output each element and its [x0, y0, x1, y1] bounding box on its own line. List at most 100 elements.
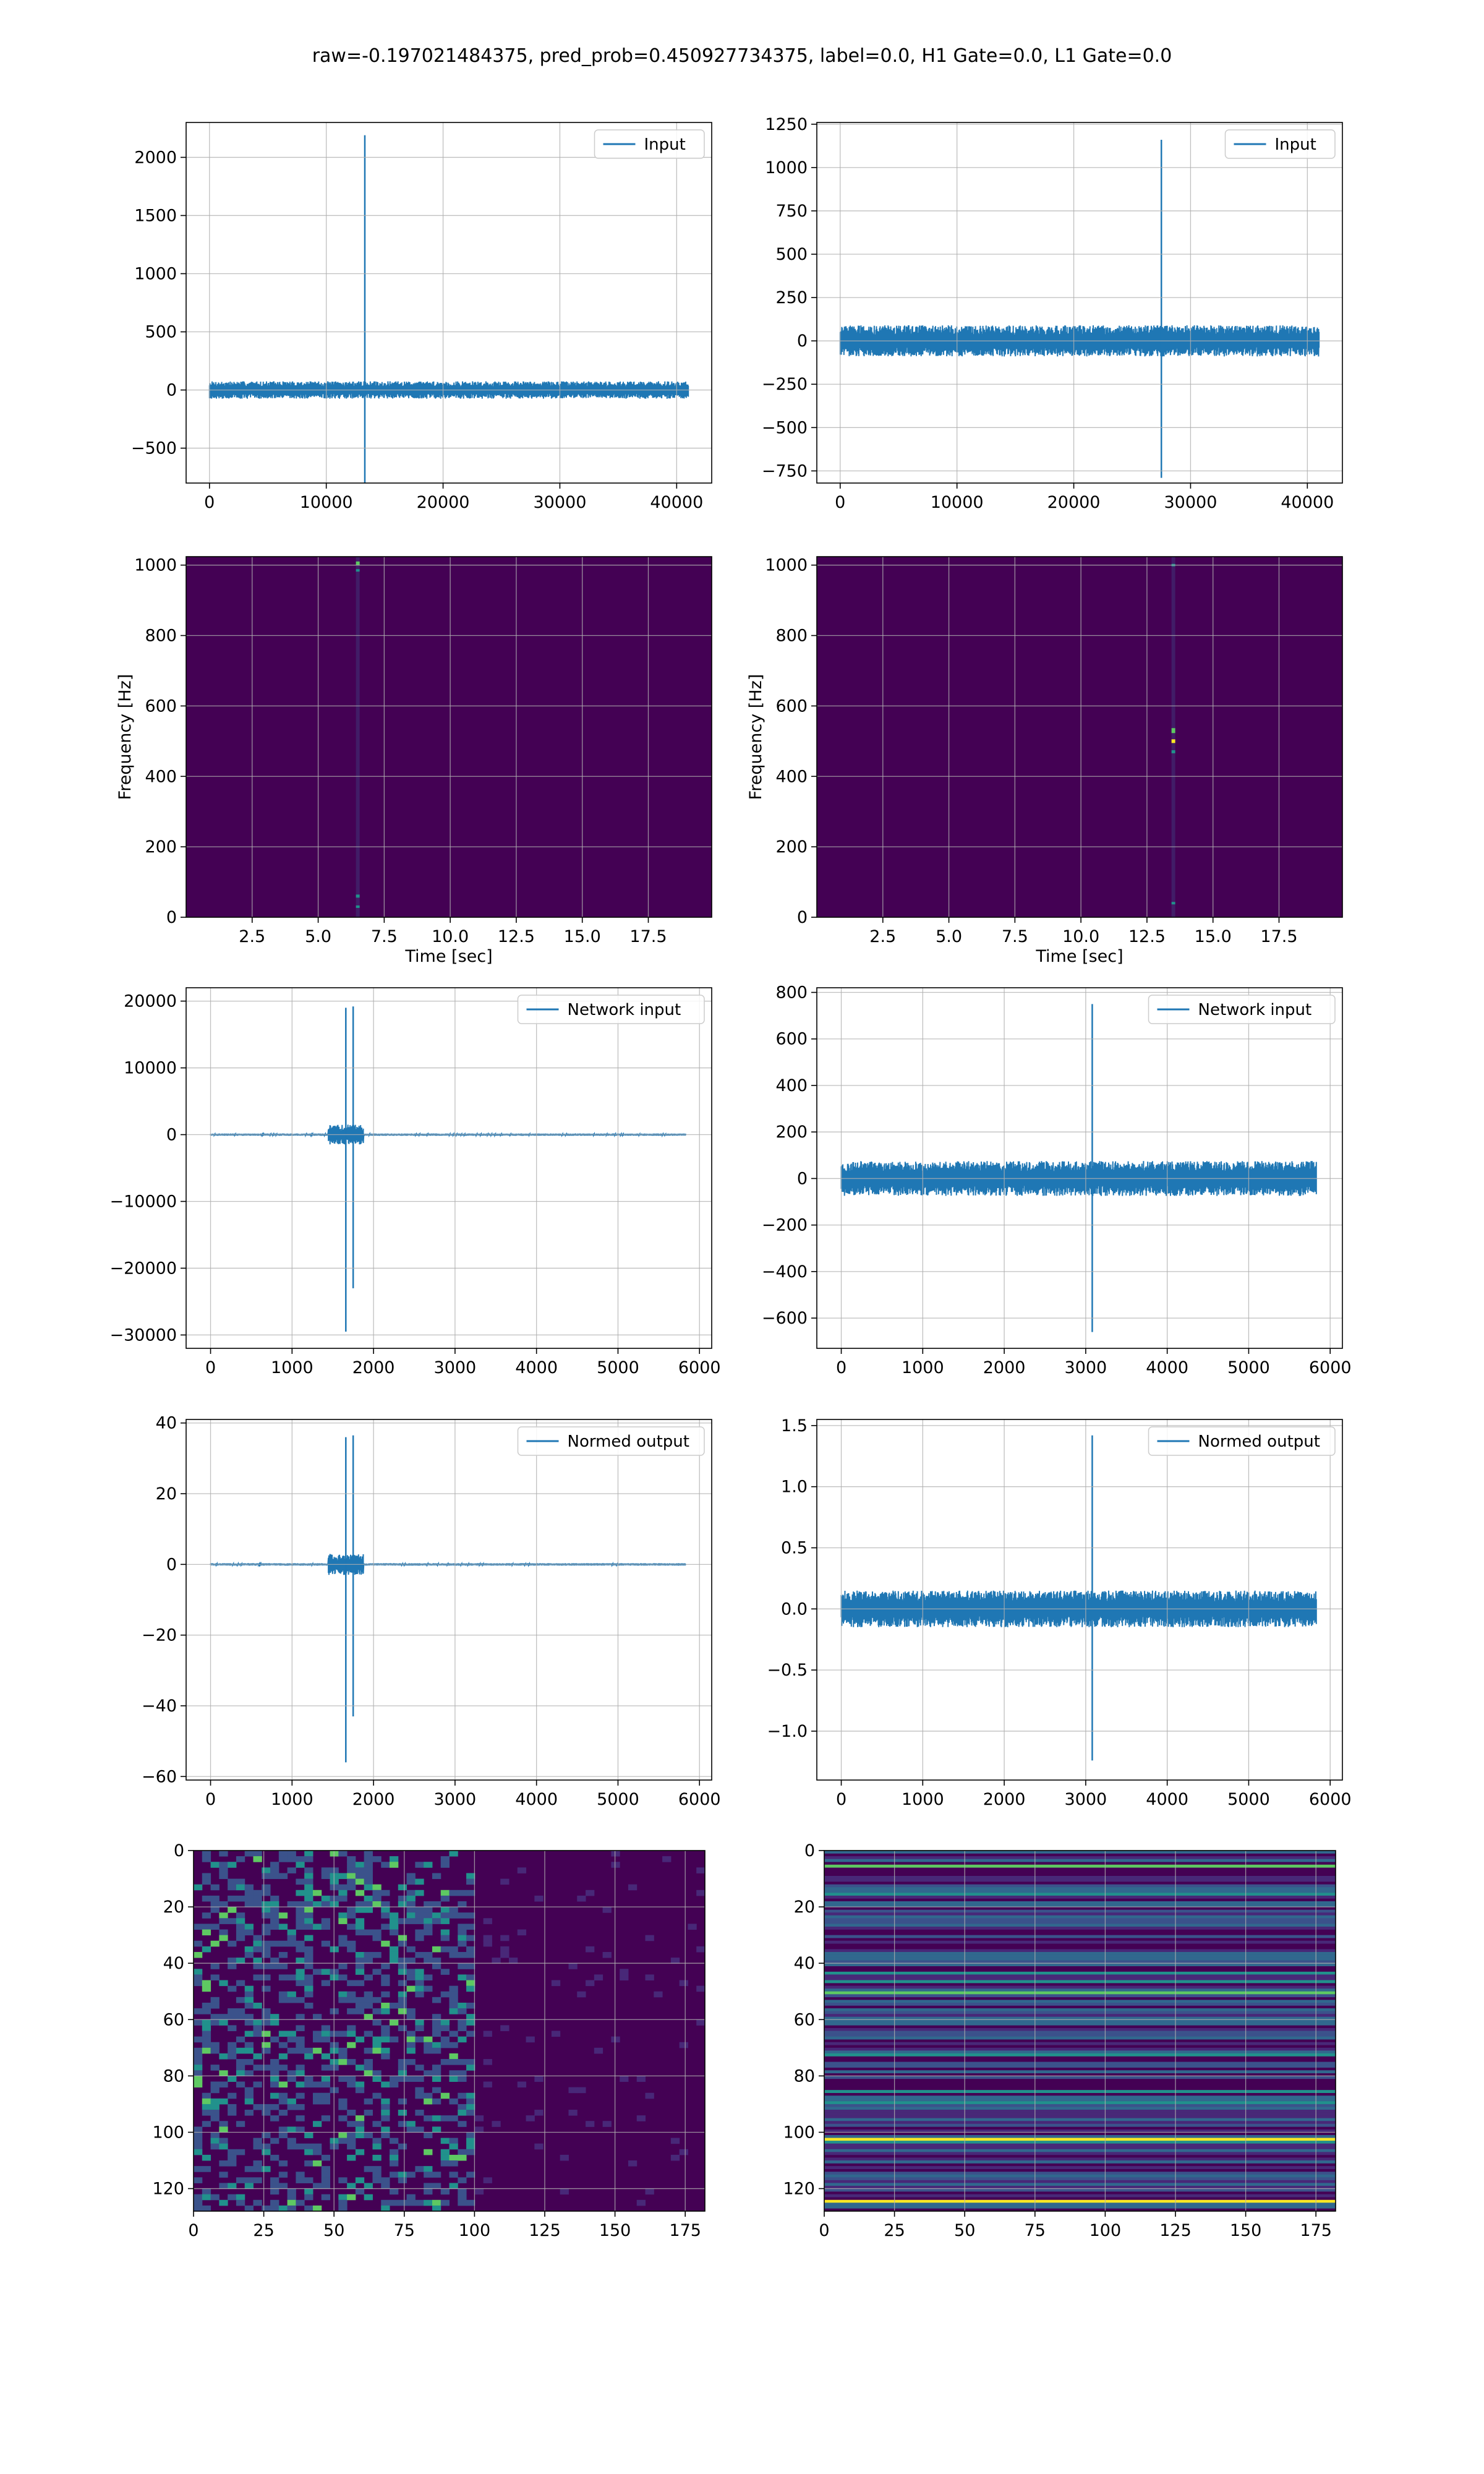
feature-cell	[381, 2036, 390, 2043]
feature-cell	[594, 1974, 603, 1981]
feature-cell	[228, 1918, 237, 1924]
feature-cell	[390, 1912, 399, 1919]
feature-cell	[432, 1912, 441, 1919]
feature-cell	[381, 1901, 390, 1907]
plot-area	[210, 1006, 686, 1332]
feature-cell	[611, 1862, 620, 1868]
feature-cell	[312, 2092, 322, 2099]
feature-cell	[432, 1958, 441, 1964]
feature-cell	[312, 1890, 322, 1896]
feature-cell	[244, 2047, 254, 2054]
feature-cell	[432, 2019, 441, 2026]
feature-cell	[560, 2154, 569, 2161]
plot-area	[186, 557, 712, 917]
feature-cell	[364, 2031, 373, 2037]
feature-cell	[312, 2160, 322, 2167]
feature-cell	[586, 1980, 595, 1987]
feature-cell	[372, 1951, 382, 1958]
feature-cell	[312, 2205, 322, 2211]
feature-cell	[278, 2098, 288, 2105]
feature-cell	[398, 2110, 407, 2116]
feature-cell	[312, 2031, 322, 2037]
feature-cell	[415, 1935, 424, 1941]
feature-cell	[406, 1912, 416, 1919]
feature-cell	[381, 1991, 390, 1998]
feature-cell	[312, 1901, 322, 1907]
feature-cell	[415, 2199, 424, 2206]
feature-cell	[364, 2132, 373, 2139]
feature-cell	[355, 1951, 365, 1958]
y-tick-label: 200	[775, 1123, 808, 1142]
feature-cell	[415, 2025, 424, 2031]
feature-cell	[577, 1991, 586, 1998]
feature-cell	[347, 2025, 356, 2031]
axes-frame	[193, 1850, 706, 2212]
feature-cell	[355, 2132, 365, 2139]
feature-cell	[466, 2138, 475, 2144]
feature-cell	[228, 2076, 237, 2082]
feature-cell	[466, 2014, 475, 2020]
feature-cell	[347, 2132, 356, 2139]
feature-cell	[236, 2194, 245, 2201]
feature-cell	[449, 2160, 458, 2167]
feature-cell	[202, 1985, 211, 1992]
axes-frame	[186, 987, 712, 1349]
feature-cell	[500, 1878, 510, 1885]
feature-cell	[390, 1856, 399, 1862]
plot-area	[817, 557, 1342, 917]
feature-cell	[210, 2002, 220, 2009]
feature-cell	[568, 2087, 578, 2094]
feature-cell	[440, 1935, 450, 1941]
feature-cell	[210, 2042, 220, 2048]
feature-cell	[449, 1907, 458, 1913]
feature-cell	[466, 2098, 475, 2105]
x-tick-label: 5000	[1227, 1358, 1270, 1377]
feature-cell	[458, 2002, 467, 2009]
x-tick-label: 1000	[271, 1790, 313, 1809]
feature-cell	[458, 1963, 467, 1969]
feature-row	[824, 1901, 1336, 1904]
feature-cell	[338, 1884, 348, 1891]
feature-cell	[253, 2002, 262, 2009]
feature-cell	[278, 2205, 288, 2211]
feature-row	[824, 2110, 1336, 2113]
feature-row	[824, 1991, 1336, 1995]
feature-cell	[458, 2154, 467, 2161]
feature-cell	[398, 2002, 407, 2009]
feature-cell	[449, 1912, 458, 1919]
feature-cell	[253, 1935, 262, 1941]
feature-cell	[390, 2172, 399, 2178]
feature-cell	[321, 1969, 331, 1975]
feature-cell	[287, 1901, 296, 1907]
feature-cell	[244, 1884, 254, 1891]
feature-cell	[202, 2154, 211, 2161]
series-line	[208, 381, 689, 399]
feature-row	[824, 1884, 1336, 1888]
feature-cell	[244, 2092, 254, 2099]
feature-cell	[253, 2166, 262, 2172]
feature-cell	[466, 1912, 475, 1919]
feature-cell	[415, 2076, 424, 2082]
feature-cell	[458, 2104, 467, 2110]
feature-cell	[304, 1851, 313, 1857]
legend: Input	[1224, 129, 1336, 159]
feature-cell	[262, 1929, 271, 1936]
feature-cell	[611, 2036, 620, 2043]
feature-cell	[262, 2031, 271, 2037]
feature-cell	[620, 1974, 629, 1981]
y-tick-label: 400	[775, 1076, 808, 1095]
feature-cell	[262, 1974, 271, 1981]
y-tick-label: 120	[152, 2180, 184, 2199]
feature-cell	[458, 2177, 467, 2183]
feature-row	[824, 1926, 1336, 1930]
x-tick-label: 40000	[1281, 493, 1334, 512]
feature-cell	[406, 1974, 416, 1981]
feature-cell	[287, 1929, 296, 1936]
feature-row	[824, 2104, 1336, 2107]
feature-cell	[244, 1946, 254, 1953]
feature-cell	[449, 1991, 458, 1998]
feature-cell	[458, 2092, 467, 2099]
y-tick-label: 600	[775, 1030, 808, 1049]
y-tick-label: 250	[775, 288, 808, 307]
feature-cell	[287, 2126, 296, 2133]
